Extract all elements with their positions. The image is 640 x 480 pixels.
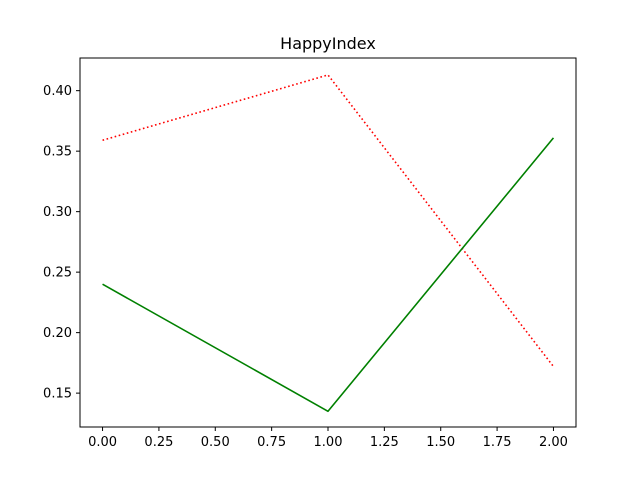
x-tick-label: 0.00 [88, 435, 117, 450]
plot-frame [79, 57, 577, 428]
x-tick-label: 0.25 [144, 435, 173, 450]
y-axis: 0.15 0.20 0.25 0.30 0.35 0.40 [43, 84, 80, 402]
x-axis: 0.00 0.25 0.50 0.75 1.00 1.25 1.50 1.75 2.00 [88, 427, 568, 450]
x-tick-label: 2.00 [539, 435, 568, 450]
y-tick-label: 0.15 [43, 387, 72, 402]
y-tick-label: 0.20 [43, 326, 72, 341]
x-tick-label: 1.75 [483, 435, 512, 450]
y-tick-label: 0.35 [43, 145, 72, 160]
x-tick-label: 0.50 [201, 435, 230, 450]
x-tick-label: 0.75 [257, 435, 286, 450]
x-tick-label: 1.25 [370, 435, 399, 450]
y-tick-label: 0.30 [43, 205, 72, 220]
y-tick-label: 0.25 [43, 266, 72, 281]
x-tick-label: 1.50 [426, 435, 455, 450]
x-tick-label: 1.00 [314, 435, 343, 450]
chart-title: HappyIndex [280, 34, 376, 53]
series-line-2 [102, 137, 555, 413]
series-layer [102, 74, 555, 413]
y-tick-label: 0.40 [43, 84, 72, 99]
